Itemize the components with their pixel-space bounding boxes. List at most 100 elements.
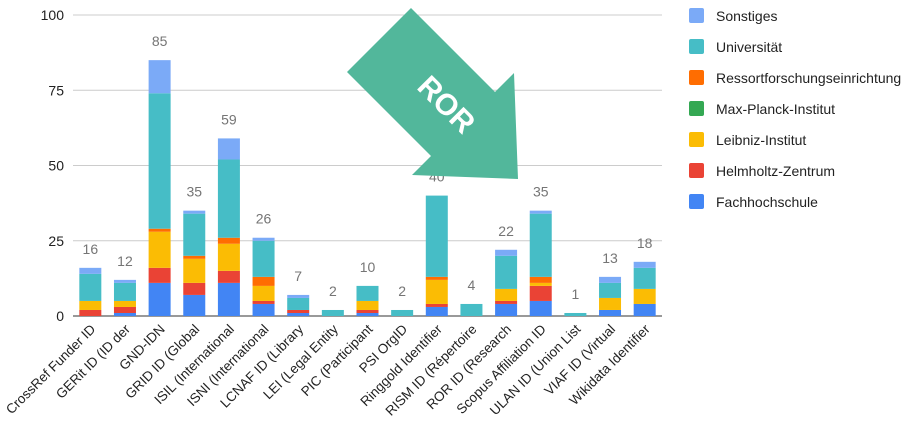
bar-segment-fachhochschule	[425, 306, 448, 316]
bar-segment-sonstiges	[529, 210, 552, 214]
bar-segment-leibniz-institut	[217, 243, 240, 271]
bar-segment-ressortforschungseinrichtung	[529, 276, 552, 283]
bar-segment-helmholtz-zentrum	[495, 300, 518, 304]
y-tick-label: 75	[48, 82, 64, 98]
bar-segment-ressortforschungseinrichtung	[425, 276, 448, 280]
bar-segment-ressortforschungseinrichtung	[217, 237, 240, 244]
total-label: 12	[117, 253, 133, 269]
total-label: 1	[571, 286, 579, 302]
bar-segment-universit-t	[356, 285, 379, 301]
bar-segment-sonstiges	[79, 267, 102, 274]
bar-segment-sonstiges	[148, 60, 171, 94]
total-label: 26	[256, 211, 272, 227]
bar-segment-helmholtz-zentrum	[183, 282, 206, 295]
legend-label: Helmholtz-Zentrum	[716, 163, 835, 179]
ror-arrow-annotation: ROR	[347, 8, 518, 179]
bar-segment-sonstiges	[217, 138, 240, 160]
total-label: 2	[329, 283, 337, 299]
bar-segment-universit-t	[599, 282, 622, 298]
y-tick-label: 25	[48, 233, 64, 249]
bar-segment-universit-t	[529, 213, 552, 277]
bar-segment-leibniz-institut	[495, 288, 518, 301]
total-label: 22	[498, 223, 514, 239]
bar-segment-universit-t	[148, 93, 171, 229]
bar-segment-leibniz-institut	[113, 300, 136, 307]
bar-segment-helmholtz-zentrum	[217, 270, 240, 283]
bar-segment-universit-t	[183, 213, 206, 256]
bar-segment-universit-t	[391, 309, 414, 316]
y-tick-label: 50	[48, 158, 64, 174]
bar-segment-universit-t	[495, 255, 518, 289]
bar-segment-helmholtz-zentrum	[148, 267, 171, 283]
bar-segment-universit-t	[321, 309, 344, 316]
bar-segment-fachhochschule	[287, 312, 310, 316]
total-label: 4	[468, 277, 476, 293]
total-label: 10	[360, 259, 376, 275]
y-axis: 0 25 50 75 100	[41, 7, 65, 324]
bar-segment-fachhochschule	[495, 303, 518, 316]
total-label: 35	[186, 184, 202, 200]
bar-segment-sonstiges	[599, 276, 622, 283]
bar-segment-sonstiges	[287, 294, 310, 298]
bar-segment-leibniz-institut	[633, 288, 656, 304]
legend: Sonstiges Universität Ressortforschungsein…	[689, 8, 901, 210]
ror-arrow-shape	[347, 8, 518, 179]
total-label: 7	[294, 268, 302, 284]
legend-label: Fachhochschule	[716, 194, 818, 210]
bar-segment-leibniz-institut	[356, 300, 379, 310]
bar-segment-fachhochschule	[148, 282, 171, 316]
bar-segment-ressortforschungseinrichtung	[148, 228, 171, 232]
bar-segment-leibniz-institut	[183, 258, 206, 283]
bar-segment-fachhochschule	[217, 282, 240, 316]
legend-label: Ressortforschungseinrichtung	[716, 70, 901, 86]
bar-segment-sonstiges	[633, 261, 656, 268]
bar-segment-universit-t	[252, 240, 275, 277]
total-label: 13	[602, 250, 618, 266]
total-label: 35	[533, 184, 549, 200]
bar-segment-leibniz-institut	[425, 279, 448, 304]
bar-segment-fachhochschule	[183, 294, 206, 316]
bars	[79, 60, 656, 316]
bar-segment-sonstiges	[252, 237, 275, 241]
legend-label: Max-Planck-Institut	[716, 101, 835, 117]
bar-segment-leibniz-institut	[79, 300, 102, 310]
total-label: 59	[221, 111, 237, 127]
total-label: 85	[152, 33, 168, 49]
legend-label: Sonstiges	[716, 8, 777, 24]
bar-segment-sonstiges	[495, 249, 518, 256]
bar-segment-universit-t	[564, 312, 587, 316]
total-label: 16	[83, 241, 99, 257]
gridlines	[73, 14, 662, 317]
bar-segment-ressortforschungseinrichtung	[183, 255, 206, 259]
bar-segment-sonstiges	[113, 279, 136, 283]
legend-swatch	[689, 39, 704, 54]
bar-segment-universit-t	[217, 159, 240, 238]
legend-swatch	[689, 194, 704, 209]
y-tick-label: 0	[56, 308, 64, 324]
legend-swatch	[689, 163, 704, 178]
legend-swatch	[689, 8, 704, 23]
bar-segment-fachhochschule	[529, 300, 552, 316]
legend-swatch	[689, 101, 704, 116]
bar-segment-leibniz-institut	[148, 231, 171, 268]
bar-segment-fachhochschule	[113, 312, 136, 316]
bar-segment-fachhochschule	[252, 303, 275, 316]
legend-label: Leibniz-Institut	[716, 132, 806, 148]
total-label: 18	[637, 235, 653, 251]
bar-segment-leibniz-institut	[252, 285, 275, 301]
bar-segment-helmholtz-zentrum	[425, 303, 448, 307]
bar-segment-fachhochschule	[599, 309, 622, 316]
legend-swatch	[689, 70, 704, 85]
bar-segment-helmholtz-zentrum	[287, 309, 310, 313]
bar-segment-helmholtz-zentrum	[529, 285, 552, 301]
bar-segment-helmholtz-zentrum	[252, 300, 275, 304]
bar-segment-universit-t	[79, 273, 102, 301]
total-label: 2	[398, 283, 406, 299]
legend-swatch	[689, 132, 704, 147]
bar-segment-universit-t	[287, 297, 310, 310]
y-tick-label: 100	[41, 7, 65, 23]
bar-segment-universit-t	[460, 303, 483, 316]
